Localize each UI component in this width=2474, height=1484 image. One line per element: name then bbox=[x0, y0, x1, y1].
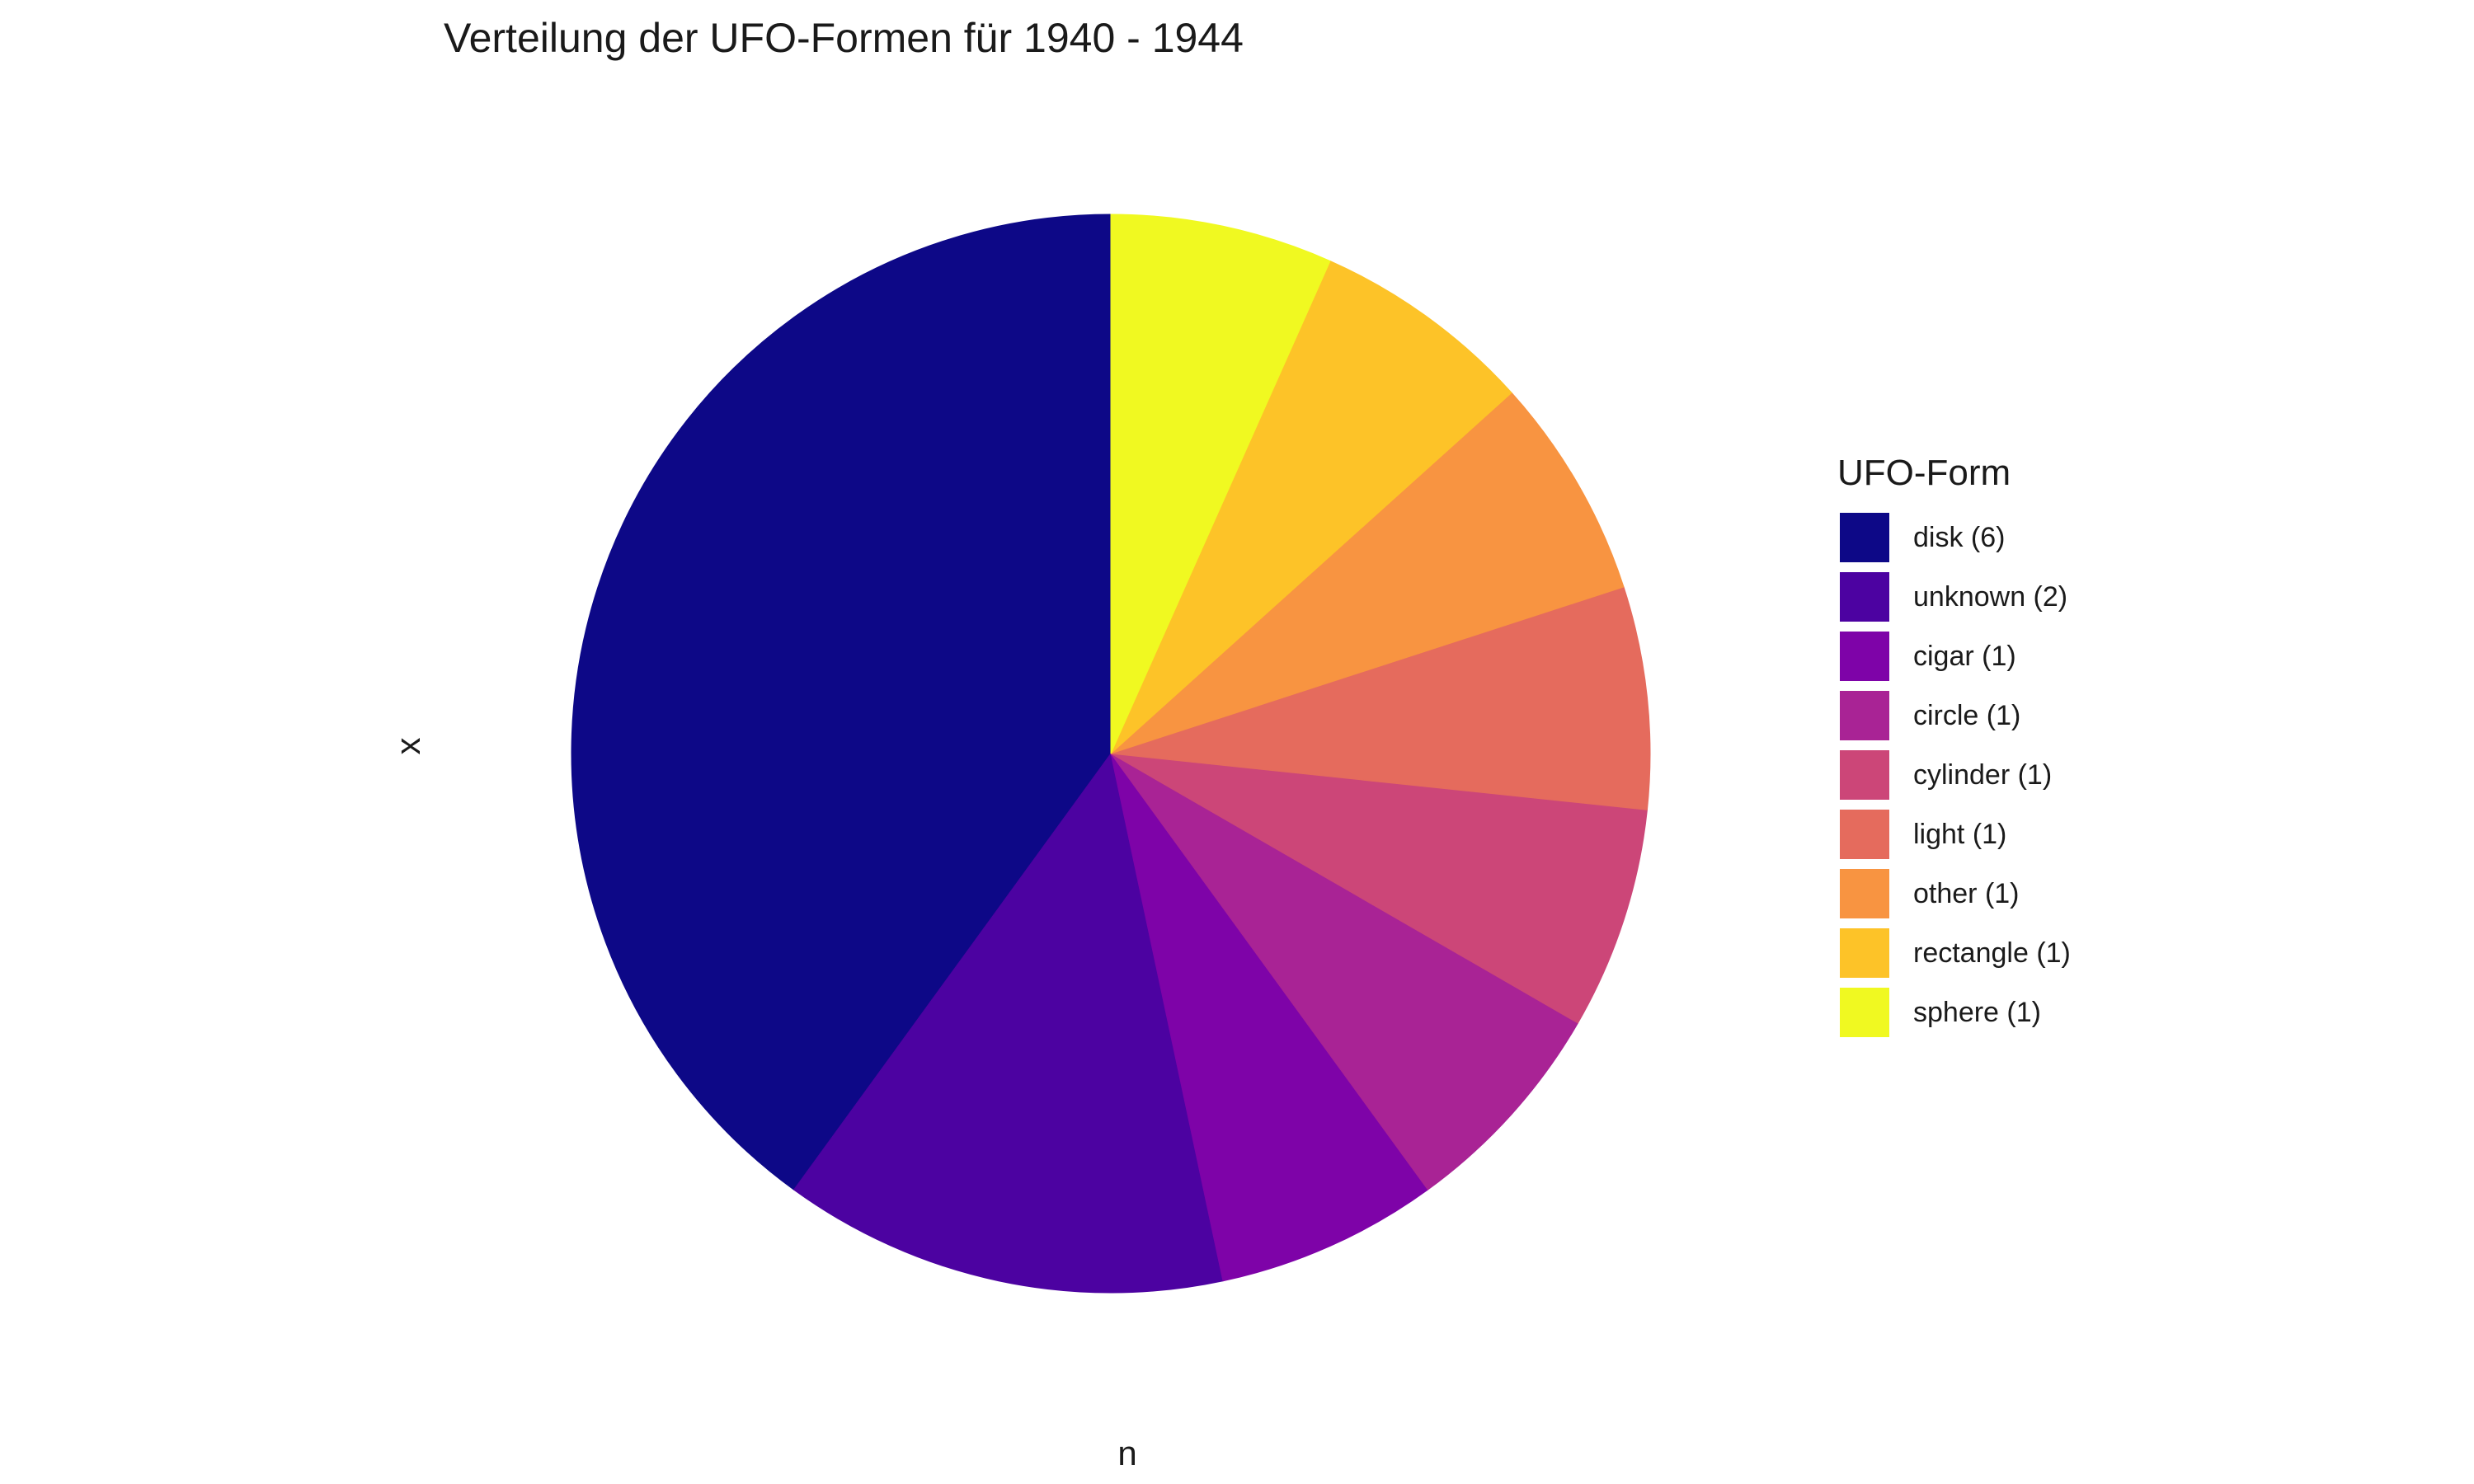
legend-item-unknown: unknown (2) bbox=[1837, 567, 2184, 627]
pie-slice-light bbox=[1110, 586, 1651, 810]
legend-label-disk: disk (6) bbox=[1913, 522, 2006, 553]
legend-label-rectangle: rectangle (1) bbox=[1913, 937, 2071, 969]
legend-swatch-unknown bbox=[1837, 570, 1892, 624]
pie-slice-circle bbox=[1110, 753, 1579, 1190]
legend-label-other: other (1) bbox=[1913, 878, 2020, 909]
pie-slice-cigar bbox=[1110, 753, 1429, 1282]
legend-swatch-circle bbox=[1837, 688, 1892, 743]
pie-slice-other bbox=[1110, 392, 1625, 754]
legend-title: UFO-Form bbox=[1837, 453, 2011, 493]
legend-item-cigar: cigar (1) bbox=[1837, 627, 2184, 686]
legend-item-light: light (1) bbox=[1837, 805, 2184, 864]
legend-item-cylinder: cylinder (1) bbox=[1837, 745, 2184, 805]
pie-slice-disk bbox=[571, 214, 1112, 1190]
legend-swatch-light bbox=[1837, 807, 1892, 862]
legend-label-circle: circle (1) bbox=[1913, 700, 2021, 731]
legend-swatch-rectangle bbox=[1837, 926, 1892, 980]
legend-label-cylinder: cylinder (1) bbox=[1913, 759, 2053, 791]
pie-slice-sphere bbox=[1110, 214, 1331, 754]
legend-item-rectangle: rectangle (1) bbox=[1837, 923, 2184, 983]
legend-swatch-other bbox=[1837, 866, 1892, 921]
pie-slice-rectangle bbox=[1110, 260, 1512, 754]
legend-swatch-cigar bbox=[1837, 629, 1892, 683]
pie-slices bbox=[571, 214, 1651, 1294]
legend-swatch-disk bbox=[1837, 510, 1892, 565]
x-axis-label: n bbox=[1117, 1434, 1137, 1472]
legend-item-disk: disk (6) bbox=[1837, 508, 2184, 567]
legend-items: disk (6) unknown (2) cigar (1) circle (1) cy… bbox=[1837, 508, 2184, 1042]
legend-label-cigar: cigar (1) bbox=[1913, 641, 2016, 672]
pie-slice-unknown bbox=[793, 752, 1224, 1294]
legend: UFO-Form disk (6) unknown (2) cigar (1) cir… bbox=[1837, 448, 2184, 1042]
legend-item-sphere: sphere (1) bbox=[1837, 983, 2184, 1042]
legend-label-unknown: unknown (2) bbox=[1913, 581, 2068, 613]
legend-label-light: light (1) bbox=[1913, 819, 2007, 850]
legend-label-sphere: sphere (1) bbox=[1913, 997, 2041, 1028]
y-axis-label: x bbox=[388, 737, 427, 755]
legend-item-circle: circle (1) bbox=[1837, 686, 2184, 745]
chart-title: Verteilung der UFO-Formen für 1940 - 194… bbox=[444, 15, 1244, 61]
pie-slice-cylinder bbox=[1110, 753, 1648, 1024]
legend-item-other: other (1) bbox=[1837, 864, 2184, 923]
legend-swatch-cylinder bbox=[1837, 748, 1892, 802]
legend-swatch-sphere bbox=[1837, 985, 1892, 1040]
